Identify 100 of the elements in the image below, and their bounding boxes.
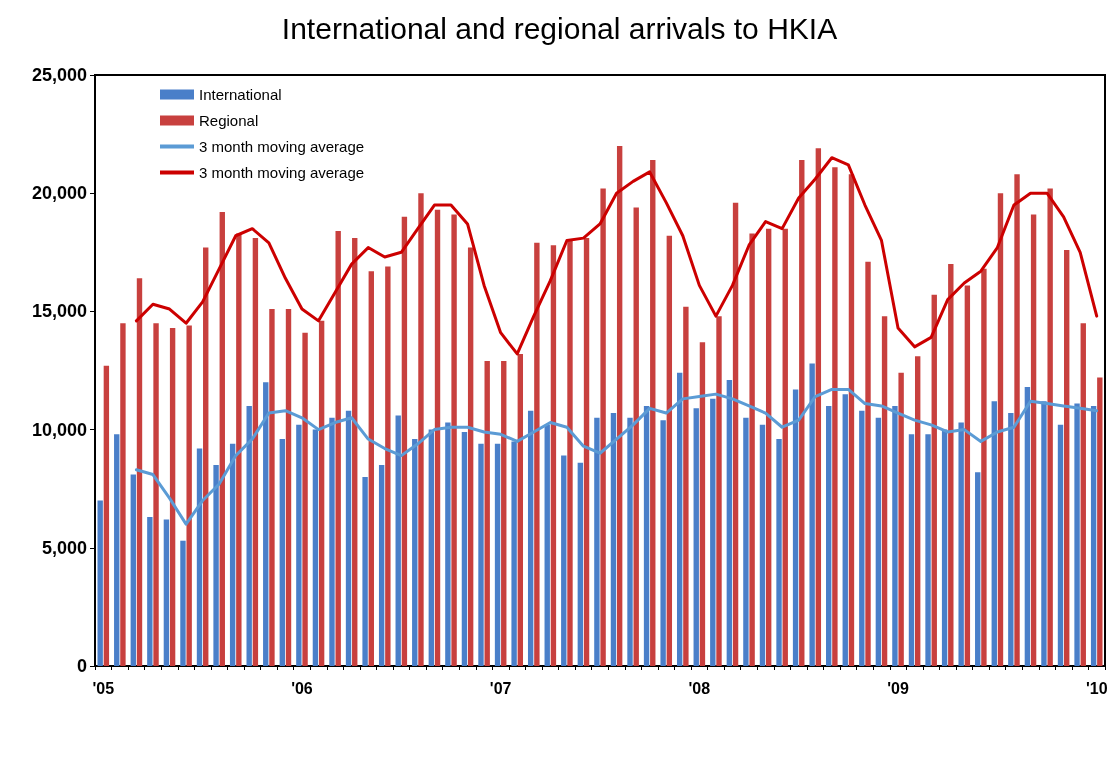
bar — [1097, 377, 1103, 666]
bar — [467, 247, 474, 666]
bar — [1090, 405, 1097, 666]
bar — [765, 228, 772, 666]
bar — [269, 309, 275, 666]
bar — [848, 174, 855, 666]
bar — [627, 417, 633, 666]
bar — [610, 413, 617, 666]
bar — [815, 148, 822, 666]
y-tick-label: 15,000 — [31, 301, 87, 322]
y-tick-label: 0 — [76, 656, 87, 676]
bar — [285, 309, 292, 666]
bar — [561, 455, 567, 666]
bar — [329, 417, 335, 666]
bar — [196, 448, 203, 666]
legend-label: Regional — [199, 112, 259, 129]
bar — [130, 474, 136, 666]
bar — [362, 476, 368, 666]
bar — [925, 434, 931, 666]
bar — [302, 332, 308, 666]
bar — [544, 424, 550, 666]
bar — [666, 235, 673, 666]
x-tick-label: '08 — [688, 679, 711, 697]
bar — [252, 238, 259, 666]
x-tick-label: '09 — [887, 679, 909, 697]
bar — [859, 410, 865, 666]
bar — [418, 193, 424, 666]
y-tick-label: 5,000 — [41, 537, 87, 558]
x-tick-label: '07 — [489, 679, 512, 697]
bar — [163, 519, 170, 666]
bar — [229, 443, 236, 666]
bar — [511, 441, 517, 666]
bar — [368, 271, 374, 666]
bar — [550, 245, 557, 666]
bar — [1074, 403, 1080, 666]
bar — [792, 389, 799, 666]
bar — [616, 145, 623, 666]
bar — [931, 294, 937, 666]
bar — [263, 382, 269, 666]
bar — [147, 517, 153, 666]
bar — [213, 465, 219, 666]
bar — [577, 462, 584, 666]
bar — [395, 415, 401, 666]
bar — [180, 540, 186, 666]
bar — [826, 405, 832, 666]
bar — [385, 266, 391, 666]
bar — [103, 365, 110, 666]
bar — [345, 410, 352, 666]
bar — [809, 363, 815, 666]
y-tick-label: 20,000 — [31, 183, 87, 204]
legend-label: 3 month moving average — [199, 138, 365, 155]
bar — [451, 214, 457, 666]
bar — [445, 422, 451, 666]
bar — [881, 316, 888, 666]
x-tick-label: '05 — [92, 679, 115, 697]
bar — [484, 361, 490, 666]
bar — [296, 424, 302, 666]
bar — [594, 417, 600, 666]
bar — [832, 167, 838, 666]
bar — [964, 285, 971, 666]
bar — [975, 472, 981, 666]
bar — [567, 240, 573, 666]
legend-label: 3 month moving average — [199, 164, 365, 181]
bar — [120, 323, 126, 666]
bar — [726, 379, 733, 666]
bar — [136, 278, 143, 666]
bar — [875, 417, 882, 666]
chart-title: International and regional arrivals to HKIA — [281, 11, 838, 45]
x-tick-label: '06 — [291, 679, 313, 697]
bar — [693, 408, 699, 666]
bar — [428, 429, 435, 666]
bar — [997, 193, 1004, 666]
bar — [958, 422, 964, 666]
bar — [236, 233, 242, 666]
bar — [991, 401, 997, 666]
bar — [1041, 401, 1047, 666]
bar — [461, 431, 468, 666]
bar — [908, 434, 915, 666]
line-series — [134, 156, 1099, 356]
bar — [898, 372, 904, 666]
bar — [643, 405, 650, 666]
bar — [312, 429, 319, 666]
bar — [1024, 387, 1031, 666]
bar — [732, 202, 739, 666]
bar — [478, 443, 484, 666]
bar — [1030, 214, 1037, 666]
bar — [710, 398, 716, 666]
bar — [633, 207, 639, 666]
bar — [941, 429, 948, 666]
bar — [865, 261, 871, 666]
bar — [600, 188, 606, 666]
bar — [318, 320, 325, 666]
bar — [114, 434, 120, 666]
bar — [699, 342, 706, 666]
bar — [676, 372, 683, 666]
x-tick-label: '10 — [1085, 679, 1108, 697]
bar — [434, 209, 441, 666]
bar — [776, 439, 782, 666]
legend-label: International — [199, 86, 282, 103]
bar — [1080, 323, 1086, 666]
